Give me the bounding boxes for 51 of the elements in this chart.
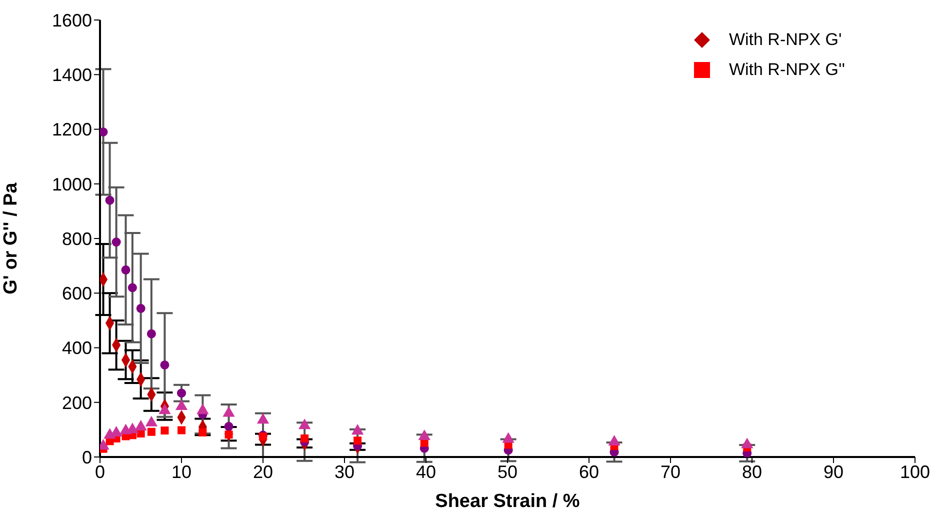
point: [741, 438, 754, 448]
y-tick-label: 1000: [52, 174, 92, 194]
y-tick-label: 0: [82, 447, 92, 468]
point: [121, 265, 130, 274]
point: [300, 434, 309, 442]
y-tick-label: 1200: [52, 120, 92, 140]
point: [224, 422, 234, 431]
point: [502, 432, 514, 443]
y-tick-label: 1400: [52, 65, 92, 86]
y-tick-label: 400: [62, 338, 92, 358]
x-tick-label: 40: [416, 462, 436, 482]
x-tick-label: 50: [497, 462, 518, 482]
point: [105, 196, 114, 205]
point: [147, 428, 156, 436]
y-tick-label: 1600: [52, 10, 92, 30]
point: [160, 426, 169, 435]
x-tick-label: 80: [742, 462, 762, 482]
x-tick-label: 30: [334, 462, 355, 482]
x-tick-label: 70: [660, 462, 681, 482]
x-tick-label: 10: [171, 462, 192, 482]
x-tick-label: 60: [578, 462, 600, 482]
point: [158, 404, 171, 414]
point: [222, 406, 235, 417]
x-axis-title: Shear Strain / %: [435, 491, 580, 512]
point: [136, 304, 146, 313]
point: [298, 418, 311, 430]
point: [354, 436, 362, 445]
point: [112, 238, 121, 247]
y-axis-title: G' or G'' / Pa: [0, 182, 22, 294]
point: [351, 424, 364, 435]
x-tick-label: 0: [94, 462, 106, 482]
point: [128, 283, 137, 292]
point: [418, 429, 430, 440]
point: [176, 388, 186, 398]
point: [224, 430, 233, 439]
x-tick-label: 20: [252, 462, 274, 482]
point: [146, 329, 156, 338]
y-tick-label: 200: [62, 392, 92, 413]
point: [198, 428, 207, 436]
x-tick-label: 100: [900, 462, 930, 482]
x-tick-label: 90: [823, 462, 844, 482]
legend-label: With R-NPX G'': [728, 60, 845, 80]
point: [160, 360, 170, 370]
point: [178, 426, 186, 434]
point: [145, 416, 158, 426]
legend-label: With R-NPX G': [728, 30, 842, 50]
point: [100, 127, 108, 136]
y-tick-label: 600: [62, 284, 92, 304]
point: [196, 404, 209, 414]
y-tick-label: 800: [62, 228, 92, 249]
point: [256, 413, 270, 424]
